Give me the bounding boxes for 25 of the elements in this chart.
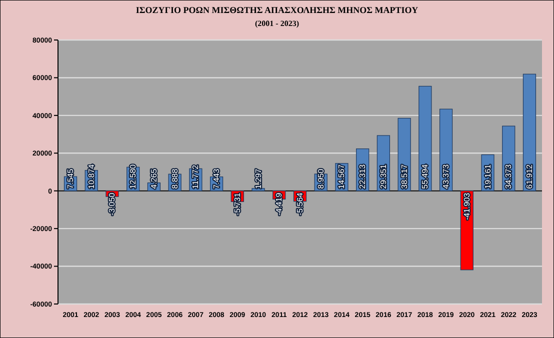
data-label: 19.161 bbox=[483, 164, 492, 189]
data-label: 4.265 bbox=[149, 168, 158, 189]
data-label: 22.313 bbox=[358, 164, 368, 189]
chart-title: ΙΣΟΖΥΓΙΟ ΡΟΩΝ ΜΙΣΘΩΤΗΣ ΑΠΑΣΧΟΛΗΣΗΣ ΜΗΝΟΣ ΜΑΡΤΙΟΥ bbox=[136, 5, 419, 15]
data-label: 14.567 bbox=[337, 164, 346, 189]
data-label: -3.050 bbox=[108, 192, 117, 216]
data-label: -41.903 bbox=[462, 192, 472, 220]
data-label: -5.564 bbox=[296, 192, 304, 216]
data-label: 43.373 bbox=[442, 164, 451, 189]
data-label: 10.874 bbox=[86, 164, 96, 189]
data-label: 61.912 bbox=[524, 164, 534, 189]
data-label: 29.351 bbox=[378, 164, 388, 189]
data-label: 8.888 bbox=[170, 168, 180, 189]
data-label: -5.731 bbox=[232, 192, 242, 216]
data-label: 7.545 bbox=[66, 168, 76, 189]
data-label: 38.517 bbox=[400, 164, 409, 189]
data-label: 7.443 bbox=[212, 168, 222, 189]
data-label: -4.419 bbox=[274, 192, 284, 216]
data-label: 8.950 bbox=[316, 168, 326, 189]
data-label: 1.297 bbox=[254, 168, 263, 189]
data-label: 11.772 bbox=[191, 164, 200, 189]
chart-subtitle: (2001 - 2023) bbox=[255, 19, 300, 28]
data-label: 34.373 bbox=[504, 164, 514, 189]
data-label: 55.494 bbox=[420, 164, 430, 189]
data-label: 12.580 bbox=[128, 164, 138, 189]
